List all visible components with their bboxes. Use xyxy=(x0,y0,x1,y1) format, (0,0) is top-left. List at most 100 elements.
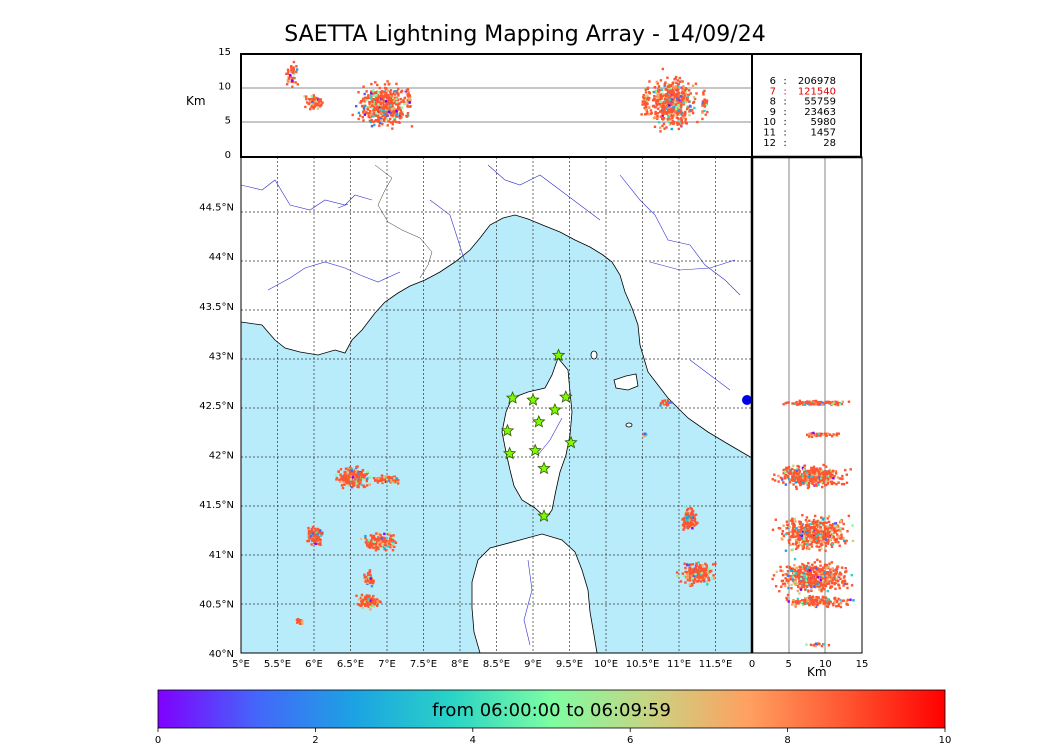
flash-point xyxy=(356,485,359,488)
flash-point xyxy=(357,91,360,94)
flash-point xyxy=(373,540,376,544)
flash-point xyxy=(778,527,782,530)
flash-point xyxy=(822,463,825,467)
flash-point xyxy=(671,92,674,95)
flash-point xyxy=(805,527,808,531)
flash-point xyxy=(380,107,383,111)
flash-point xyxy=(694,513,698,516)
flash-point xyxy=(797,585,800,589)
flash-point xyxy=(813,599,817,602)
flash-point xyxy=(824,576,828,579)
count-value: 28 xyxy=(823,138,836,149)
flash-point xyxy=(651,99,655,102)
flash-point xyxy=(393,540,396,543)
flash-point xyxy=(820,516,823,519)
flash-point xyxy=(669,90,673,94)
flash-point xyxy=(389,121,393,124)
flash-point xyxy=(383,90,386,94)
flash-point xyxy=(793,469,796,472)
flash-point xyxy=(682,522,686,525)
flash-point xyxy=(689,92,692,95)
flash-point xyxy=(816,520,819,524)
flash-point xyxy=(662,103,665,106)
flash-point xyxy=(681,518,685,521)
flash-point xyxy=(674,86,677,89)
flash-point xyxy=(375,108,378,112)
count-label: 10 xyxy=(763,117,776,128)
flash-point xyxy=(791,402,794,405)
flash-point xyxy=(826,541,830,545)
flash-point xyxy=(286,79,290,82)
flash-point xyxy=(389,108,392,111)
flash-point xyxy=(843,575,846,578)
flash-point xyxy=(705,568,708,572)
small-island xyxy=(590,350,598,360)
flash-point xyxy=(368,544,371,547)
flash-point xyxy=(699,580,703,583)
flash-point xyxy=(356,472,360,475)
flash-point xyxy=(801,466,805,470)
flash-point xyxy=(840,535,843,539)
flash-point xyxy=(793,517,796,521)
flash-point xyxy=(844,468,847,472)
flash-point xyxy=(818,588,821,591)
flash-point xyxy=(659,79,663,82)
flash-point xyxy=(786,574,790,577)
flash-point xyxy=(400,100,403,104)
flash-point xyxy=(362,97,365,100)
flash-point xyxy=(391,548,395,552)
flash-point xyxy=(395,115,399,118)
flash-point xyxy=(815,476,818,479)
flash-point xyxy=(792,522,796,526)
flash-point xyxy=(380,474,384,477)
flash-point xyxy=(792,572,796,575)
flash-point xyxy=(805,533,808,536)
flash-point xyxy=(349,474,353,477)
count-separator: : xyxy=(783,97,786,108)
flash-point xyxy=(793,524,796,527)
flash-point xyxy=(794,605,797,608)
flash-point xyxy=(801,537,804,540)
flash-point xyxy=(351,471,354,474)
flash-point xyxy=(379,479,382,482)
alt-x-tick-label: 5 xyxy=(785,659,791,670)
flash-point xyxy=(774,585,778,588)
flash-point xyxy=(830,435,834,438)
flash-point xyxy=(808,537,812,541)
flash-point xyxy=(829,568,832,571)
flash-point xyxy=(787,532,790,536)
elba-island xyxy=(613,373,639,391)
flash-point xyxy=(675,121,679,124)
flash-point xyxy=(787,401,790,404)
flash-point xyxy=(691,109,694,112)
flash-point xyxy=(384,100,388,103)
flash-point xyxy=(340,477,343,481)
flash-point xyxy=(676,95,679,98)
flash-point xyxy=(833,568,837,572)
flash-point xyxy=(393,93,397,96)
flash-point xyxy=(648,96,651,100)
flash-point xyxy=(811,581,814,585)
flash-point xyxy=(380,119,383,122)
flash-point xyxy=(793,471,797,475)
flash-point xyxy=(796,589,800,593)
flash-point xyxy=(825,567,828,570)
flash-point xyxy=(803,580,806,584)
flash-point xyxy=(850,573,853,577)
flash-point xyxy=(793,580,797,583)
flash-point xyxy=(684,566,687,570)
flash-point xyxy=(806,481,810,485)
flash-point xyxy=(382,110,385,114)
flash-point xyxy=(801,527,805,530)
flash-point xyxy=(828,477,831,480)
flash-point xyxy=(801,401,805,404)
flash-point xyxy=(794,535,797,538)
flash-point xyxy=(357,478,360,481)
flash-point xyxy=(679,111,683,115)
flash-point xyxy=(811,578,814,581)
flash-point xyxy=(314,536,318,540)
flash-point xyxy=(824,527,827,531)
flash-point xyxy=(818,401,821,404)
flash-point xyxy=(661,400,664,403)
flash-point xyxy=(833,525,836,528)
